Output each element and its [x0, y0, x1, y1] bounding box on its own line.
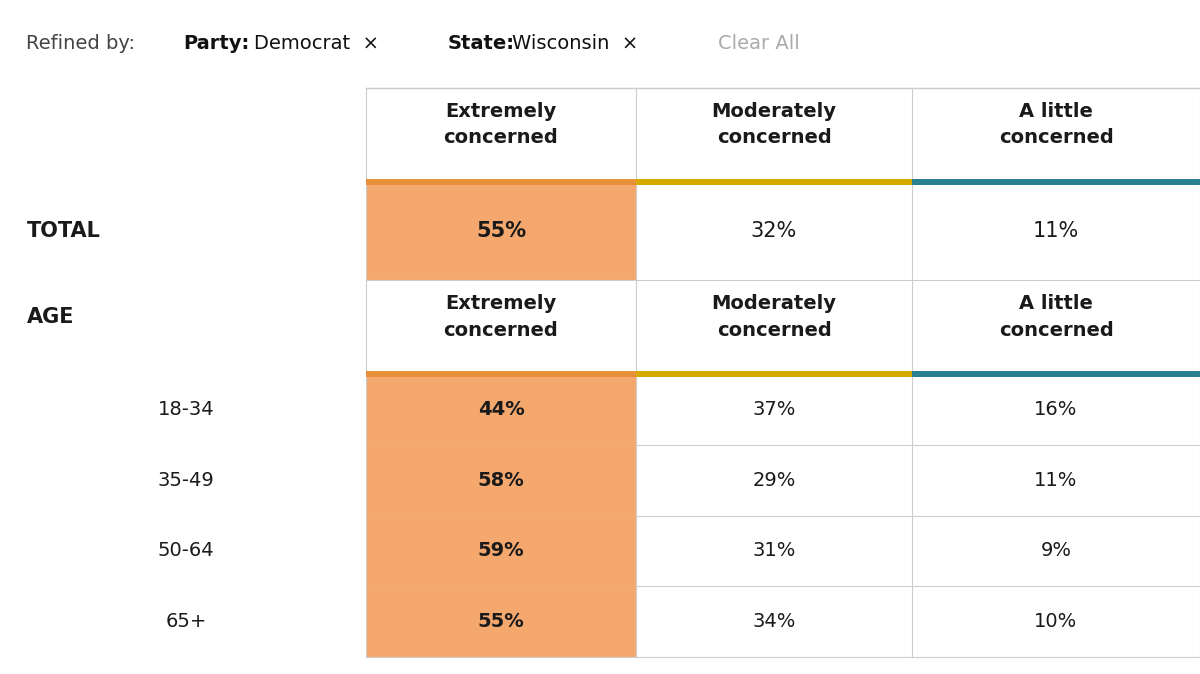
Text: 55%: 55% — [476, 221, 526, 241]
Text: Wisconsin  ×: Wisconsin × — [512, 34, 638, 53]
Text: 16%: 16% — [1034, 400, 1078, 419]
Text: 50-64: 50-64 — [157, 541, 215, 561]
Bar — [636, 371, 912, 377]
Text: Moderately
concerned: Moderately concerned — [712, 102, 836, 148]
Bar — [366, 516, 636, 586]
Text: 10%: 10% — [1034, 612, 1078, 632]
Text: 32%: 32% — [751, 221, 797, 241]
Text: Party:: Party: — [184, 34, 250, 53]
Text: 37%: 37% — [752, 400, 796, 419]
Text: Extremely
concerned: Extremely concerned — [444, 294, 558, 340]
Bar — [366, 586, 636, 657]
Bar — [366, 371, 636, 377]
Text: 11%: 11% — [1033, 221, 1079, 241]
Text: A little
concerned: A little concerned — [998, 294, 1114, 340]
Text: 65+: 65+ — [166, 612, 206, 632]
Text: Clear All: Clear All — [718, 34, 799, 53]
Text: 34%: 34% — [752, 612, 796, 632]
Bar — [366, 182, 636, 280]
Text: 58%: 58% — [478, 470, 524, 490]
Text: 35-49: 35-49 — [157, 470, 215, 490]
Text: 44%: 44% — [478, 400, 524, 419]
Text: 29%: 29% — [752, 470, 796, 490]
Text: 55%: 55% — [478, 612, 524, 632]
Text: TOTAL: TOTAL — [26, 221, 101, 241]
Bar — [366, 179, 636, 185]
Text: 11%: 11% — [1034, 470, 1078, 490]
Text: AGE: AGE — [26, 307, 74, 327]
Text: 59%: 59% — [478, 541, 524, 561]
Text: Extremely
concerned: Extremely concerned — [444, 102, 558, 148]
Bar — [366, 445, 636, 516]
Text: Democrat  ×: Democrat × — [254, 34, 379, 53]
Text: 31%: 31% — [752, 541, 796, 561]
Text: Moderately
concerned: Moderately concerned — [712, 294, 836, 340]
Text: Refined by:: Refined by: — [26, 34, 136, 53]
Bar — [636, 179, 912, 185]
Text: 18-34: 18-34 — [157, 400, 215, 419]
Bar — [912, 371, 1200, 377]
Text: 9%: 9% — [1040, 541, 1072, 561]
Bar — [912, 179, 1200, 185]
Bar — [366, 374, 636, 445]
Text: A little
concerned: A little concerned — [998, 102, 1114, 148]
Text: State:: State: — [448, 34, 515, 53]
